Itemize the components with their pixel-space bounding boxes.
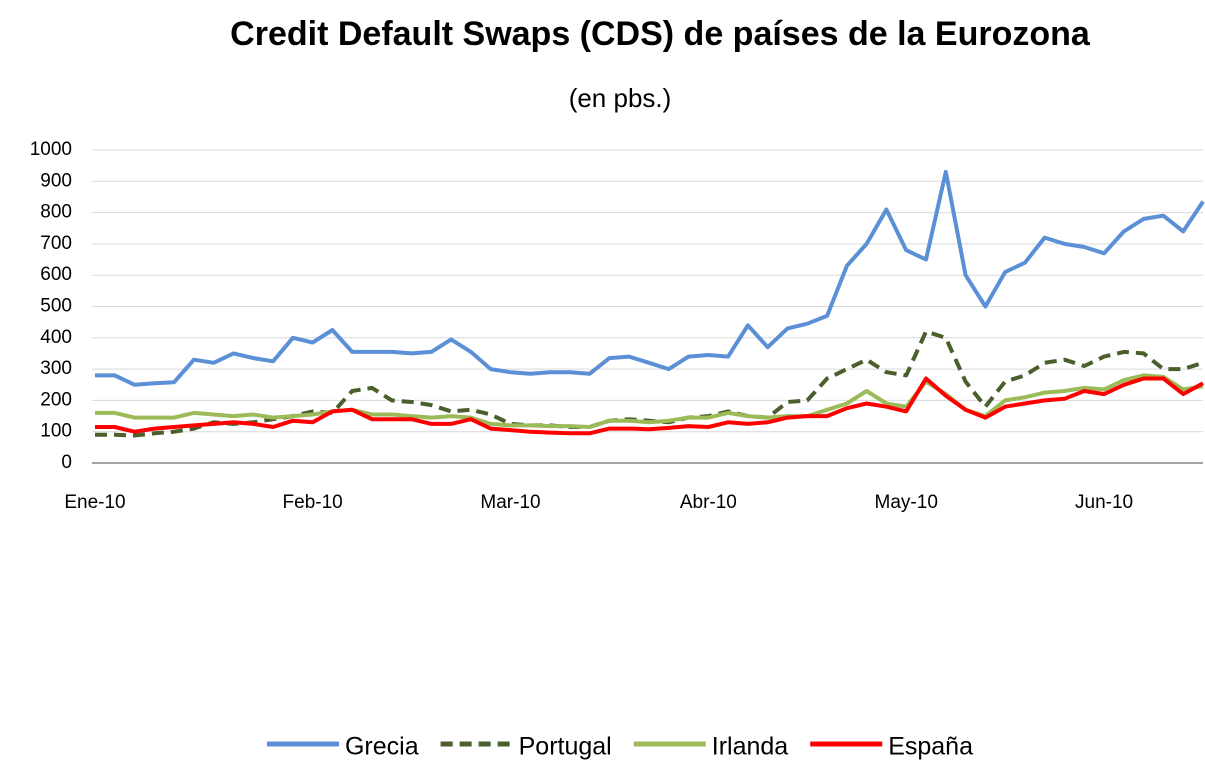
y-tick-label: 1000 xyxy=(30,139,72,160)
series-line xyxy=(95,376,1204,436)
y-tick-label: 100 xyxy=(40,421,72,442)
legend-label: España xyxy=(888,733,973,761)
legend-label: Portugal xyxy=(519,733,612,761)
x-tick-label: Abr-10 xyxy=(680,492,737,513)
chart-title: Credit Default Swaps (CDS) de países de … xyxy=(230,15,1091,53)
chart-subtitle: (en pbs.) xyxy=(569,83,672,113)
y-tick-label: 900 xyxy=(40,170,72,191)
y-tick-label: 700 xyxy=(40,233,72,254)
x-tick-label: Mar-10 xyxy=(480,492,540,513)
y-tick-label: 800 xyxy=(40,202,72,223)
x-tick-label: Ene-10 xyxy=(64,492,125,513)
x-tick-label: Jun-10 xyxy=(1075,492,1133,513)
y-tick-label: 0 xyxy=(61,452,72,473)
x-tick-label: Feb-10 xyxy=(283,492,343,513)
y-tick-label: 600 xyxy=(40,264,72,285)
y-tick-label: 500 xyxy=(40,296,72,317)
legend-label: Grecia xyxy=(345,733,419,761)
series-line xyxy=(95,169,1205,387)
y-tick-label: 200 xyxy=(40,389,72,410)
y-tick-label: 300 xyxy=(40,358,72,379)
y-tick-label: 400 xyxy=(40,327,72,348)
series-line xyxy=(95,329,1204,438)
x-tick-label: May-10 xyxy=(875,492,938,513)
legend-label: Irlanda xyxy=(712,733,789,761)
series-line xyxy=(95,373,1204,429)
